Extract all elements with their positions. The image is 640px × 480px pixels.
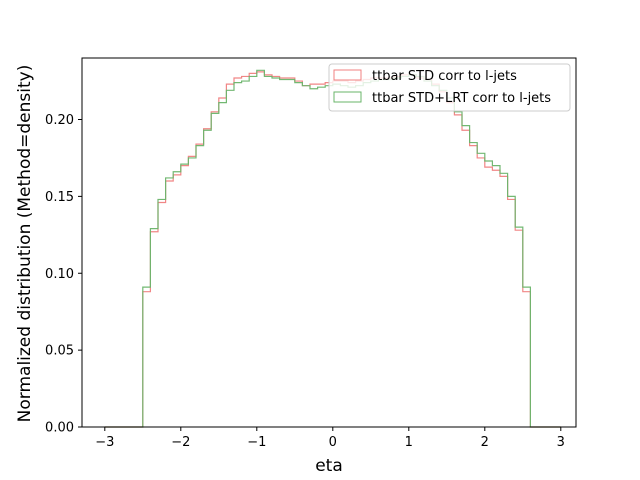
- legend-swatch-std: [333, 69, 362, 81]
- y-axis-ticks: 0.00 0.05 0.10 0.15 0.20: [45, 113, 82, 436]
- legend-label-std: ttbar STD corr to l-jets: [372, 69, 517, 84]
- x-tick-label: −1: [247, 435, 266, 450]
- plot-area: [82, 58, 576, 427]
- x-axis-label: eta: [315, 456, 343, 476]
- y-tick-label: 0.10: [45, 267, 74, 282]
- x-tick-label: 3: [557, 435, 565, 450]
- x-tick-label: −2: [171, 435, 190, 450]
- y-tick-label: 0.00: [45, 421, 74, 436]
- legend: ttbar STD corr to l-jets ttbar STD+LRT c…: [328, 63, 571, 112]
- y-axis-label: Normalized distribution (Method=density): [15, 65, 35, 423]
- x-tick-label: 2: [481, 435, 489, 450]
- x-axis-ticks: −3 −2 −1 0 1 2 3: [95, 427, 565, 450]
- legend-swatch-std-lrt: [333, 91, 362, 103]
- legend-box: [328, 63, 571, 112]
- y-tick-label: 0.15: [45, 190, 74, 205]
- x-tick-label: −3: [95, 435, 114, 450]
- x-tick-label: 0: [329, 435, 337, 450]
- y-tick-label: 0.20: [45, 113, 74, 128]
- y-tick-label: 0.05: [45, 344, 74, 359]
- legend-label-std-lrt: ttbar STD+LRT corr to l-jets: [372, 91, 551, 106]
- plot-frame: [81, 57, 577, 428]
- x-tick-label: 1: [405, 435, 413, 450]
